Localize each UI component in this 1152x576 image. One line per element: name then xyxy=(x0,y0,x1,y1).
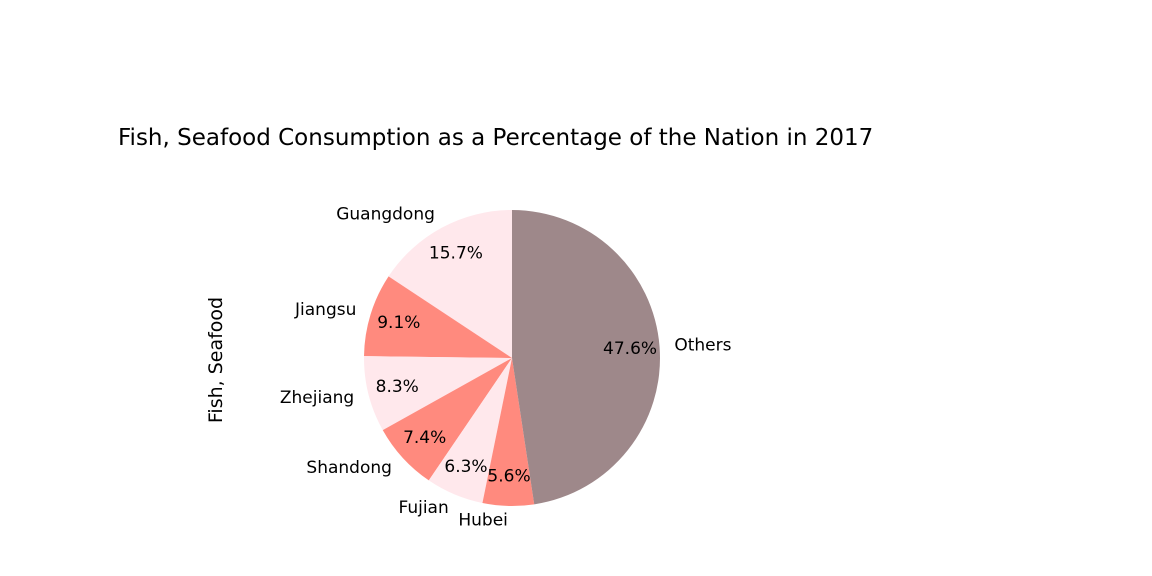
pie-slice-shandong xyxy=(382,358,512,481)
pct-label-guangdong: 15.7% xyxy=(429,244,483,264)
pct-label-zhejiang: 8.3% xyxy=(376,377,419,397)
pct-label-fujian: 6.3% xyxy=(444,457,487,477)
pie-slice-hubei xyxy=(482,358,535,506)
pie-slice-guangdong xyxy=(388,210,512,358)
chart-title: Fish, Seafood Consumption as a Percentag… xyxy=(118,125,873,151)
pie-slice-fujian xyxy=(428,358,512,504)
pie-slice-others xyxy=(512,210,661,505)
pie-slices xyxy=(364,210,661,506)
slice-label-fujian: Fujian xyxy=(398,498,448,518)
slice-label-guangdong: Guangdong xyxy=(336,205,435,225)
slice-label-jiangsu: Jiangsu xyxy=(294,300,356,320)
pie-slice-zhejiang xyxy=(364,356,512,431)
pct-label-jiangsu: 9.1% xyxy=(377,313,420,333)
pct-label-shandong: 7.4% xyxy=(403,428,446,448)
slice-label-zhejiang: Zhejiang xyxy=(280,388,354,408)
slice-label-shandong: Shandong xyxy=(306,458,392,478)
slice-label-others: Others xyxy=(674,336,731,356)
pie-labels: 15.7% Guangdong 9.1% Jiangsu 8.3% Zhejiang 7.4… xyxy=(280,205,732,531)
pie-slice-jiangsu xyxy=(364,276,512,358)
pct-label-others: 47.6% xyxy=(603,339,657,359)
slice-label-hubei: Hubei xyxy=(458,511,508,531)
y-axis-label: Fish, Seafood xyxy=(205,297,227,423)
pct-label-hubei: 5.6% xyxy=(487,466,530,486)
